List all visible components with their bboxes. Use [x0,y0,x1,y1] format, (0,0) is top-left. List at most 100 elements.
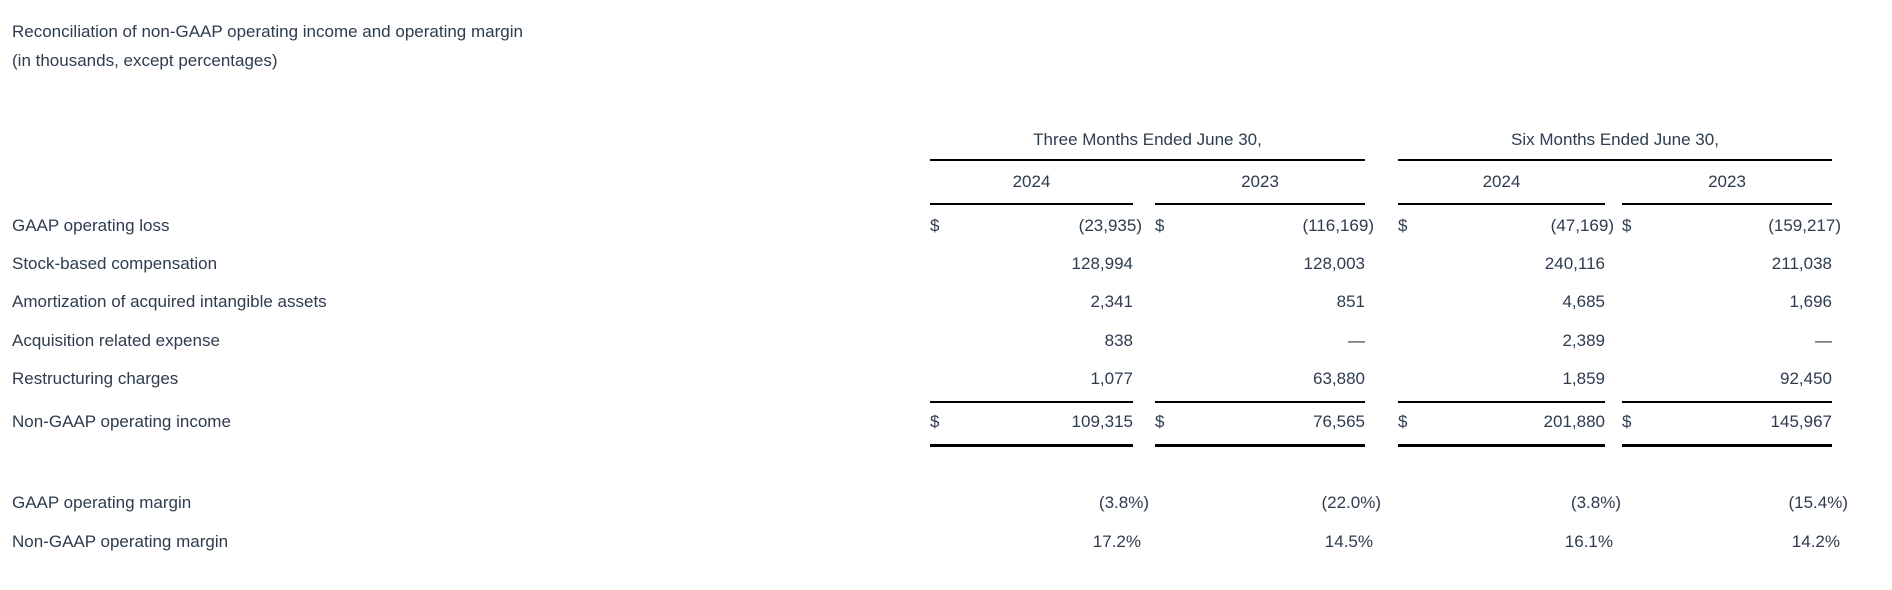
rule-total-bottom [930,444,1133,447]
value-cell: 2,389 [1398,329,1605,353]
cell-value: 240,116 [1544,254,1605,273]
currency-symbol: $ [1155,412,1165,431]
rule-total-bottom [1155,444,1365,447]
cell-value: — [1348,331,1365,350]
rule-total-bottom [1622,444,1832,447]
value-cell: 14.5% [1155,530,1373,554]
row-label: Non-GAAP operating income [12,412,231,431]
period-group-label: Three Months Ended June 30, [1033,130,1262,149]
value-cell: 1,859 [1398,367,1605,391]
year-header-row: 2024 2023 2024 2023 [0,170,1892,194]
cell-value: 16.1% [1564,532,1613,551]
rule-under-year [1155,203,1365,205]
table-row-stock-based-compensation: Stock-based compensation 128,994 128,003… [0,252,1892,276]
page-subtitle: (in thousands, except percentages) [12,51,278,70]
cell-value: 128,003 [1303,254,1365,273]
row-label: Acquisition related expense [12,331,220,350]
value-cell: 92,450 [1622,367,1832,391]
cell-value: 109,315 [1071,412,1133,431]
value-cell: $ 109,315 [930,410,1133,434]
period-group-label: Six Months Ended June 30, [1511,130,1719,149]
cell-value: 4,685 [1562,292,1605,311]
cell-value: (47,169) [1550,216,1614,235]
year-header: 2023 [1708,172,1746,191]
value-cell: 128,003 [1155,252,1365,276]
cell-value: 1,077 [1090,369,1133,388]
table-row-non-gaap-operating-margin: Non-GAAP operating margin 17.2% 14.5% 16… [0,530,1892,554]
value-cell: 838 [930,329,1133,353]
row-label: GAAP operating margin [12,493,192,512]
period-group-header-row: Three Months Ended June 30, Six Months E… [0,128,1892,152]
rule-under-year [1398,203,1605,205]
currency-symbol: $ [1622,412,1632,431]
value-cell: $ 145,967 [1622,410,1832,434]
cell-value: 2,389 [1562,331,1605,350]
value-cell: — [1622,329,1832,353]
cell-value: 2,341 [1090,292,1133,311]
currency-symbol: $ [930,412,940,431]
table-row-acquisition-expense: Acquisition related expense 838 — 2,389 … [0,329,1892,353]
cell-value: 145,967 [1770,412,1832,431]
year-header: 2024 [1012,172,1051,191]
value-cell: 16.1% [1398,530,1613,554]
rule-under-year [930,203,1133,205]
cell-value: 128,994 [1071,254,1133,273]
currency-symbol: $ [1398,216,1408,235]
currency-symbol: $ [1398,412,1408,431]
cell-value: (3.8%) [1098,493,1149,512]
title-block: Reconciliation of non-GAAP operating inc… [12,17,523,75]
value-cell: $ (116,169) [1155,214,1374,238]
cell-value: 63,880 [1313,369,1365,388]
rule-above-total [930,401,1133,403]
cell-value: (116,169) [1302,216,1374,235]
row-label: Stock-based compensation [12,254,218,273]
cell-value: 14.5% [1324,532,1373,551]
cell-value: 76,565 [1313,412,1365,431]
currency-symbol: $ [1155,216,1165,235]
cell-value: 211,038 [1771,254,1832,273]
value-cell: $ (23,935) [930,214,1142,238]
cell-value: — [1815,331,1832,350]
rule-under-year [1622,203,1832,205]
value-cell: 1,696 [1622,290,1832,314]
table-row-restructuring-charges: Restructuring charges 1,077 63,880 1,859… [0,367,1892,391]
currency-symbol: $ [930,216,940,235]
value-cell: 851 [1155,290,1365,314]
rule-under-period-group [930,159,1365,161]
table-row-amortization: Amortization of acquired intangible asse… [0,290,1892,314]
value-cell: 63,880 [1155,367,1365,391]
table-row-non-gaap-operating-income: Non-GAAP operating income $ 109,315 $ 76… [0,410,1892,434]
cell-value: (3.8%) [1570,493,1621,512]
rule-above-total [1155,401,1365,403]
value-cell: $ 76,565 [1155,410,1365,434]
value-cell: $ 201,880 [1398,410,1605,434]
cell-value: 1,696 [1789,292,1832,311]
cell-value: (22.0%) [1321,493,1381,512]
year-header: 2024 [1482,172,1521,191]
cell-value: 838 [1104,331,1133,350]
value-cell: 1,077 [930,367,1133,391]
value-cell: 128,994 [930,252,1133,276]
value-cell: (22.0%) [1155,491,1381,515]
cell-value: (159,217) [1768,216,1841,235]
value-cell: $ (159,217) [1622,214,1841,238]
cell-value: 201,880 [1543,412,1605,431]
page-title: Reconciliation of non-GAAP operating inc… [12,22,523,41]
value-cell: 4,685 [1398,290,1605,314]
row-label: Restructuring charges [12,369,179,388]
row-label: GAAP operating loss [12,216,170,235]
cell-value: 851 [1336,292,1365,311]
rule-above-total [1398,401,1605,403]
currency-symbol: $ [1622,216,1632,235]
year-header: 2023 [1241,172,1279,191]
rule-under-period-group [1398,159,1832,161]
value-cell: 14.2% [1622,530,1840,554]
value-cell: (15.4%) [1622,491,1848,515]
table-row-gaap-operating-margin: GAAP operating margin (3.8%) (22.0%) (3.… [0,491,1892,515]
value-cell: 240,116 [1398,252,1605,276]
cell-value: 17.2% [1092,532,1141,551]
cell-value: (15.4%) [1788,493,1848,512]
table-row-gaap-operating-loss: GAAP operating loss $ (23,935) $ (116,16… [0,214,1892,238]
value-cell: (3.8%) [1398,491,1621,515]
